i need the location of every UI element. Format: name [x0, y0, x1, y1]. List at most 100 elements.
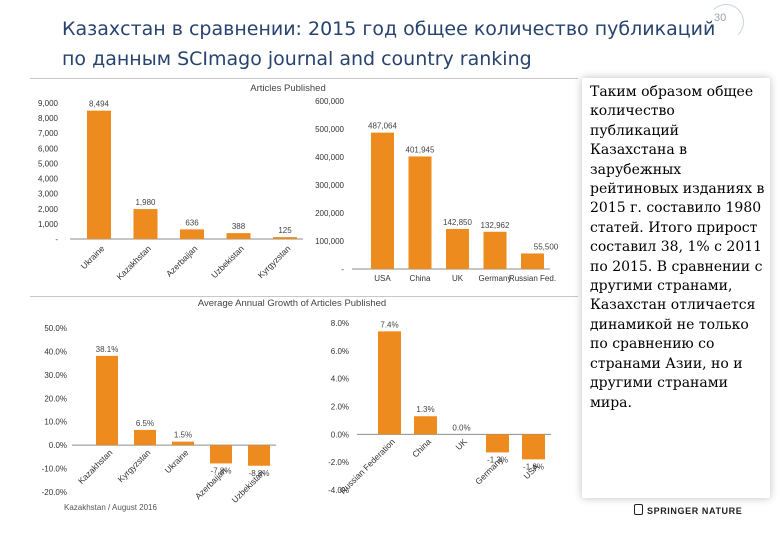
c2-category-3: Germany	[479, 274, 512, 283]
c4-y-tick-0: -4.0%	[328, 486, 349, 495]
c2-y-tick-2: 200,000	[315, 209, 344, 218]
c1-value-label-0: 8,494	[89, 100, 110, 109]
c3-value-label-3: -7.8%	[211, 466, 232, 475]
footer-source: Kazakhstan / August 2016	[64, 503, 157, 512]
c1-y-tick-0: -	[55, 235, 58, 244]
c2-value-label-2: 142,850	[443, 218, 472, 227]
c1-bar-0	[87, 110, 111, 239]
c3-category-2: Ukraine	[163, 447, 191, 475]
c2-value-label-0: 487,064	[368, 122, 397, 131]
c3-value-label-4: -8.8%	[249, 469, 270, 478]
c1-y-tick-2: 2,000	[38, 205, 59, 214]
c1-y-tick-6: 6,000	[38, 144, 59, 153]
c2-bar-1	[408, 156, 432, 269]
c3-value-label-0: 38.1%	[96, 345, 119, 354]
c4-value-label-4: -1.8%	[523, 462, 544, 471]
c1-bar-3	[226, 233, 251, 239]
publisher-logo: SPRINGER NATURE	[634, 504, 742, 516]
c2-value-label-4: 55,500	[534, 242, 559, 251]
separator-horizontal	[30, 78, 578, 79]
c4-value-label-1: 1.3%	[416, 405, 434, 414]
c3-bar-1	[134, 429, 156, 446]
c1-bar-4	[273, 237, 297, 239]
c1-y-tick-5: 5,000	[38, 159, 59, 168]
c3-y-tick-1: -10.0%	[42, 465, 67, 474]
c1-category-2: Azerbaijan	[164, 243, 200, 279]
c1-value-label-1: 1,980	[135, 198, 156, 207]
c3-y-tick-6: 40.0%	[44, 347, 67, 356]
c4-bar-0	[378, 331, 401, 435]
c3-y-tick-3: 10.0%	[44, 418, 67, 427]
publisher-name: SPRINGER NATURE	[647, 506, 743, 516]
c1-category-3: Uzbekistan	[209, 243, 246, 280]
c4-value-label-3: -1.3%	[487, 455, 508, 464]
c3-category-1: Kyrgyzstan	[116, 447, 153, 484]
c4-y-tick-1: -2.0%	[328, 458, 349, 467]
c3-y-tick-4: 20.0%	[44, 394, 67, 403]
c3-bar-3	[210, 445, 232, 464]
c3-value-label-2: 1.5%	[174, 431, 192, 440]
c1-bar-1	[133, 209, 158, 239]
c2-y-tick-3: 300,000	[315, 181, 344, 190]
c1-value-label-2: 636	[185, 218, 199, 227]
c1-category-0: Ukraine	[79, 243, 107, 271]
c2-y-tick-4: 400,000	[315, 153, 344, 162]
c3-y-tick-0: -20.0%	[42, 488, 67, 497]
c2-category-1: China	[410, 274, 431, 283]
c1-category-1: Kazakhstan	[114, 243, 153, 282]
c4-category-2: UK	[453, 436, 469, 452]
separator-middle	[30, 296, 578, 297]
c4-y-tick-4: 4.0%	[331, 375, 349, 384]
c2-y-tick-6: 600,000	[315, 97, 344, 106]
c3-y-tick-5: 30.0%	[44, 371, 67, 380]
page-number: 30	[714, 12, 727, 24]
c1-bar-2	[180, 229, 204, 239]
c3-category-0: Kazakhstan	[76, 447, 115, 486]
c4-bar-1	[414, 416, 437, 435]
springer-nature-icon	[634, 504, 643, 515]
c4-bar-4	[522, 434, 545, 460]
slide-title-line-1: Казахстан в сравнении: 2015 год общее ко…	[62, 18, 716, 40]
c2-bar-0	[371, 132, 394, 269]
c3-value-label-1: 6.5%	[136, 419, 154, 428]
c2-category-2: UK	[452, 274, 464, 283]
c4-category-1: China	[410, 436, 433, 459]
c3-y-tick-7: 50.0%	[44, 324, 67, 333]
c2-bar-2	[446, 229, 469, 269]
c1-y-tick-1: 1,000	[38, 220, 59, 229]
corner-decoration	[708, 4, 744, 40]
c2-category-0: USA	[374, 274, 391, 283]
c4-value-label-0: 7.4%	[380, 320, 398, 329]
c1-y-tick-9: 9,000	[38, 99, 59, 108]
c4-y-tick-2: 0.0%	[331, 430, 349, 439]
c1-y-tick-7: 7,000	[38, 129, 59, 138]
c2-bar-4	[521, 253, 544, 269]
c4-y-tick-6: 8.0%	[331, 319, 349, 328]
c3-title: Average Annual Growth of Articles Publis…	[198, 298, 386, 309]
c2-y-tick-5: 500,000	[315, 125, 344, 134]
c3-bar-2	[172, 441, 194, 446]
summary-panel	[582, 78, 770, 498]
c2-bar-3	[483, 231, 507, 269]
c2-y-tick-0: -	[341, 265, 344, 274]
c4-y-tick-5: 6.0%	[331, 347, 349, 356]
c1-title: Articles Published	[250, 83, 326, 94]
c2-value-label-1: 401,945	[406, 145, 435, 154]
c2-category-4: Russian Fed.	[509, 274, 556, 283]
c1-value-label-3: 388	[232, 222, 246, 231]
summary-text: Таким образом общее количество публикаци…	[590, 84, 765, 411]
c3-bar-0	[96, 355, 118, 446]
c3-y-tick-2: 0.0%	[49, 441, 67, 450]
c1-y-tick-8: 8,000	[38, 114, 59, 123]
c1-category-4: Kyrgyzstan	[256, 243, 293, 280]
c2-y-tick-1: 100,000	[315, 237, 344, 246]
slide-title-line-2: по данным SCImago journal and country ra…	[62, 48, 532, 70]
c3-bar-4	[248, 445, 270, 466]
slide-title: Казахстан в сравнении: 2015 год общее ко…	[62, 14, 752, 74]
c1-value-label-4: 125	[278, 226, 292, 235]
c1-y-tick-3: 3,000	[38, 190, 59, 199]
c4-bar-3	[486, 434, 509, 453]
c4-y-tick-3: 2.0%	[331, 403, 349, 412]
c1-y-tick-4: 4,000	[38, 175, 59, 184]
